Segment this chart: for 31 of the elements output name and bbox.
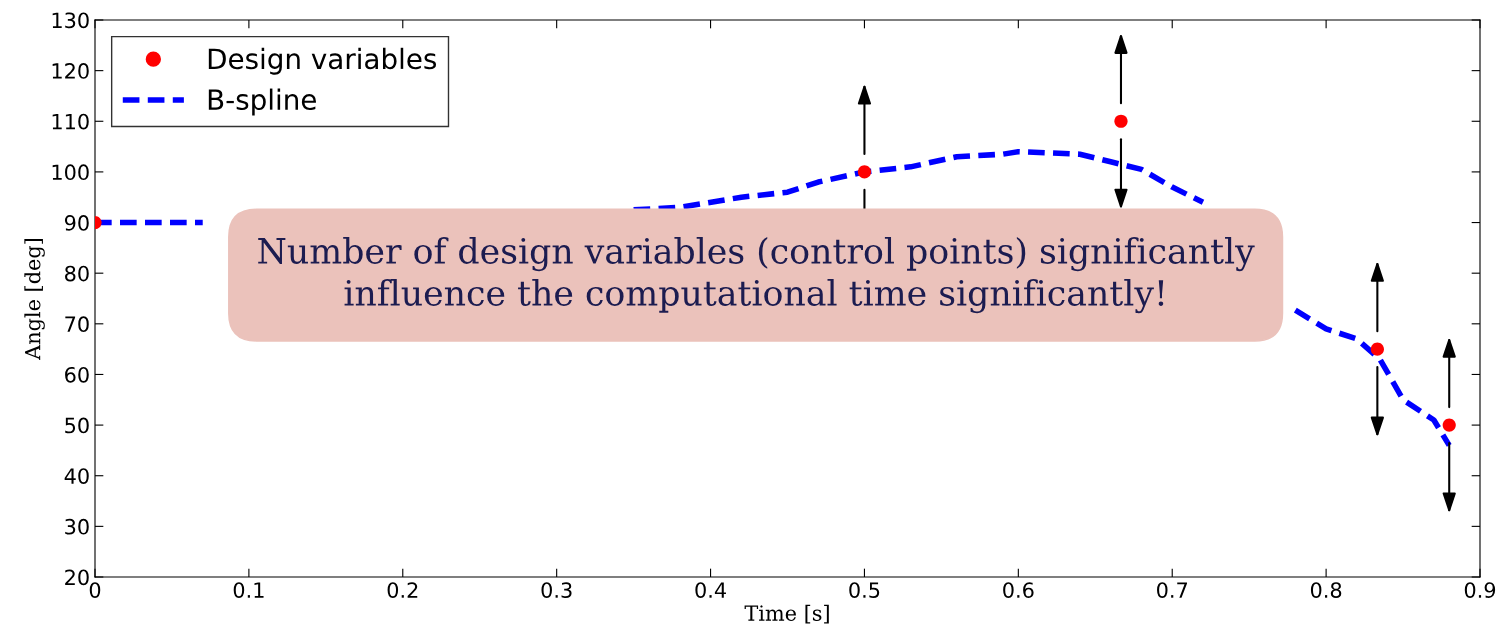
y-tick-label: 60: [65, 366, 89, 383]
y-tick-label: 70: [65, 316, 89, 333]
y-tick-label: 20: [65, 569, 89, 586]
x-tick-label: 0.3: [541, 582, 572, 598]
y-tick-label: 80: [65, 265, 89, 282]
y-tick-label: 40: [64, 468, 89, 484]
x-tick-label: 0: [89, 582, 101, 598]
annotation: Number of design variables (control points) significantly influence the computational time significantly!: [258, 237, 1255, 314]
x-tick-label: 0.8: [1310, 582, 1342, 598]
legend-label: B-spline: [208, 88, 316, 116]
point: [1442, 418, 1456, 432]
y-tick-label: 100: [52, 164, 89, 181]
y-tick-label: 130: [52, 12, 89, 29]
x-tick-label: 0.9: [1464, 582, 1496, 598]
x-tick-label: 0.2: [387, 582, 418, 598]
point: [857, 165, 872, 179]
x-tick-label: 0.6: [1003, 582, 1034, 598]
y-tick-label: 90: [64, 215, 89, 231]
y-tick-label: 30: [65, 518, 89, 535]
x-axis-title: Time [s]: [744, 604, 829, 624]
x-tick-label: 0.5: [849, 582, 880, 598]
y-tick-label: 120: [52, 63, 89, 79]
point: [1114, 114, 1128, 128]
point: [1370, 342, 1384, 356]
y-axis-title: Angle [deg]: [24, 238, 45, 360]
x-tick-label: 0.7: [1157, 582, 1188, 598]
y-tick-label: 50: [65, 417, 89, 434]
x-tick-label: 0.1: [233, 582, 264, 598]
y-tick-label: 110: [52, 113, 89, 130]
legend-label: Design variables: [208, 47, 437, 75]
x-tick-label: 0.4: [695, 582, 726, 598]
